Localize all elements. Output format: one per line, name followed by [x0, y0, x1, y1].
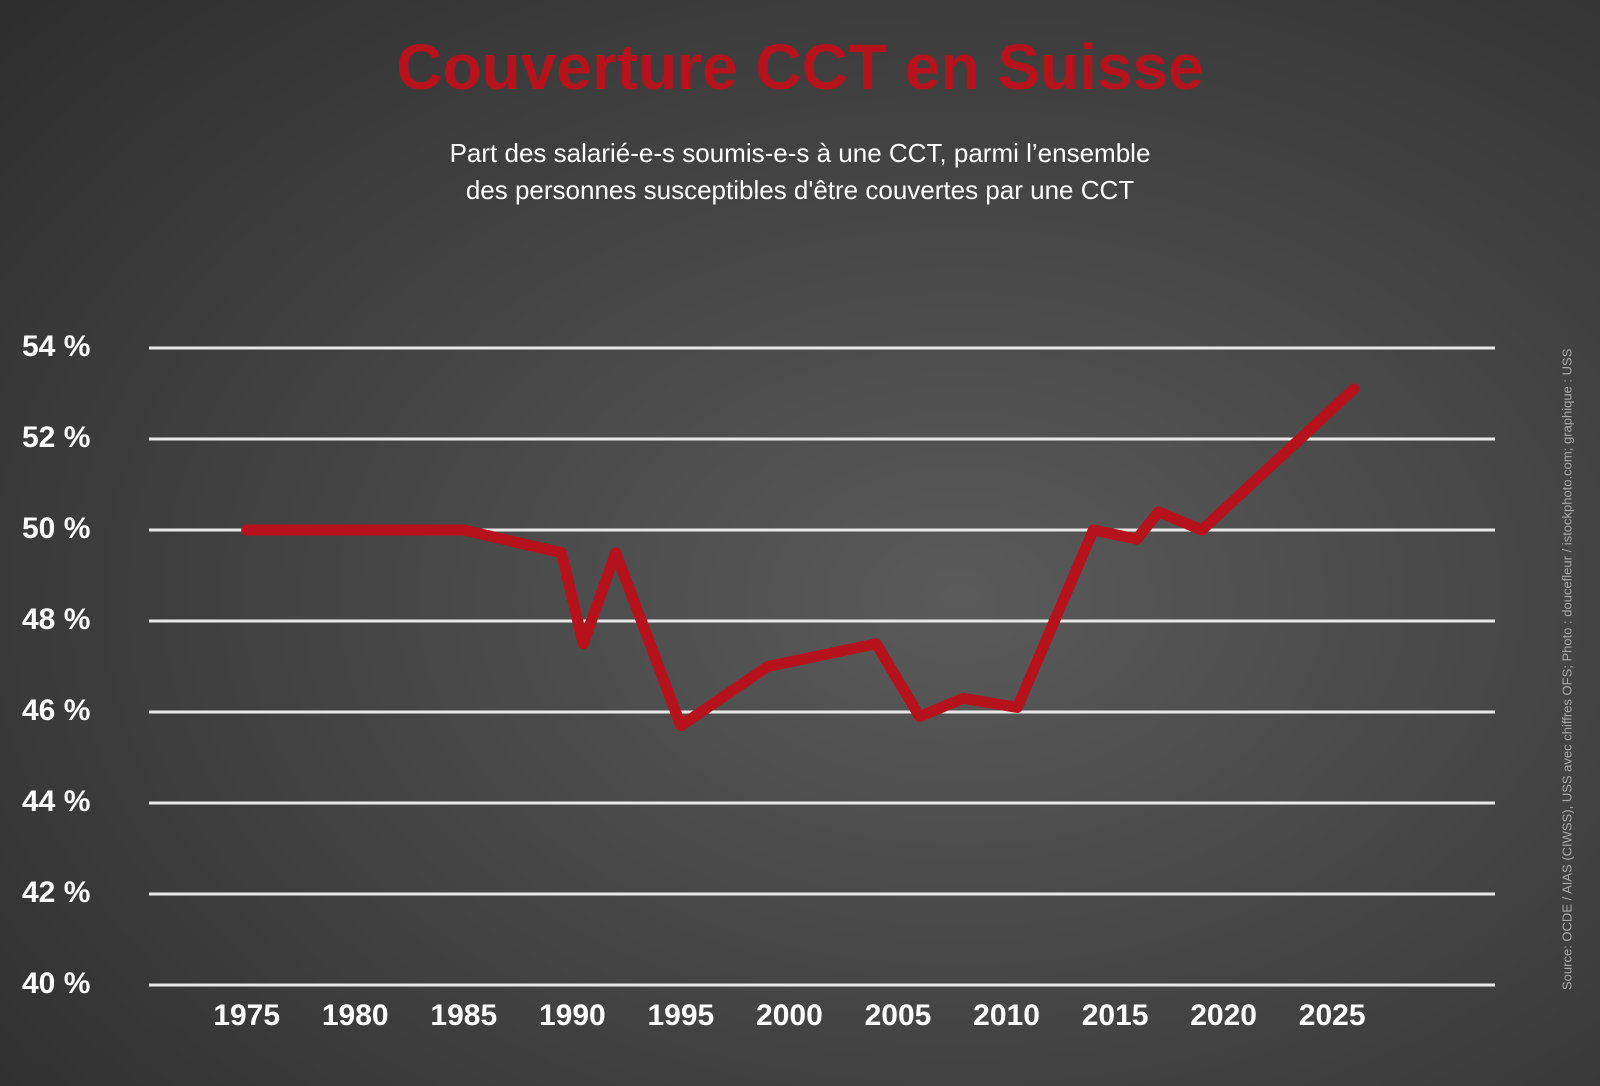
x-tick-label: 2000: [756, 999, 823, 1032]
x-tick-label: 2025: [1299, 999, 1366, 1032]
x-tick-label: 1990: [539, 999, 606, 1032]
x-tick-label: 1980: [322, 999, 389, 1032]
y-tick-label: 52 %: [22, 421, 90, 454]
y-tick-label: 48 %: [22, 603, 90, 636]
source: Source: OCDE / AIAS (CIWSS), USS avec ch…: [1559, 348, 1574, 990]
chart-title: Couverture CCT en Suisse: [396, 31, 1203, 103]
y-tick-label: 44 %: [22, 785, 90, 818]
subtitle: des personnes susceptibles d'être couver…: [466, 175, 1134, 205]
line: [241, 383, 1360, 732]
x-tick-label: 2020: [1190, 999, 1257, 1032]
x-tick-label: 2010: [973, 999, 1040, 1032]
y-tick-label: 42 %: [22, 876, 90, 909]
y-tick-label: 40 %: [22, 967, 90, 1000]
x-tick-label: 1995: [648, 999, 715, 1032]
subtitle: Part des salarié-e-s soumis-e-s à une CC…: [450, 138, 1151, 168]
x-tick-label: 1985: [430, 999, 497, 1032]
y-tick-label: 50 %: [22, 512, 90, 545]
y-tick-label: 54 %: [22, 330, 90, 363]
x-tick-label: 1975: [213, 999, 280, 1032]
y-tick-label: 46 %: [22, 694, 90, 727]
x-tick-label: 2015: [1082, 999, 1149, 1032]
x-tick-label: 2005: [865, 999, 932, 1032]
